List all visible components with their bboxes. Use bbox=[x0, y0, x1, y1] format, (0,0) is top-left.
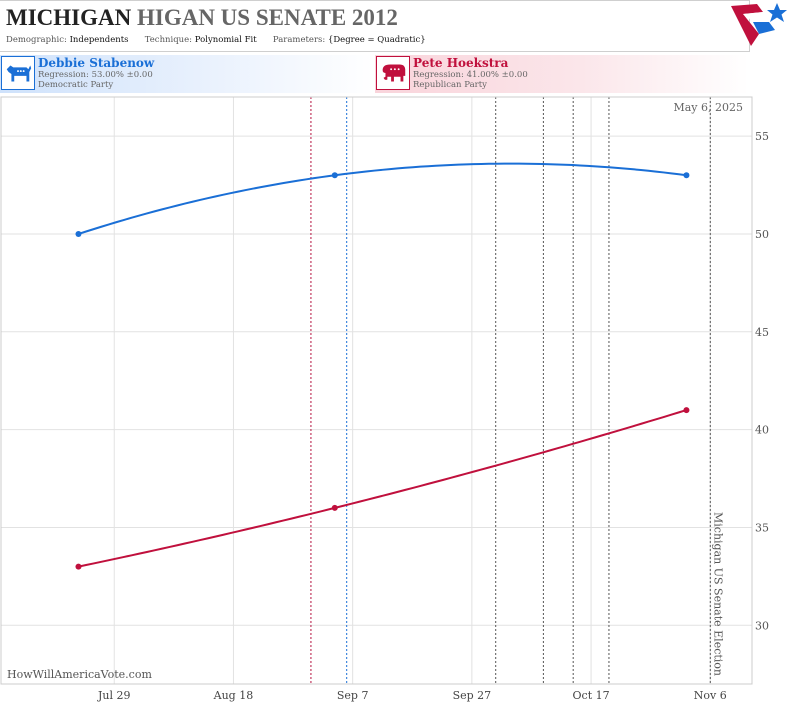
site-credit: HowWillAmericaVote.com bbox=[7, 668, 152, 681]
regression-rep: Regression: 41.00% ±0.00 bbox=[413, 70, 528, 80]
candidate-name-dem: Debbie Stabenow bbox=[38, 56, 155, 70]
data-point bbox=[331, 172, 338, 179]
site-logo-icon bbox=[731, 3, 787, 46]
x-tick-label: Aug 18 bbox=[213, 689, 254, 702]
candidate-card-republican: Pete Hoekstra Regression: 41.00% ±0.00 R… bbox=[375, 55, 749, 93]
parameters-line: Demographic: Independents Technique: Pol… bbox=[6, 35, 426, 45]
technique-value: Polynomial Fit bbox=[194, 35, 257, 45]
data-point bbox=[75, 563, 82, 570]
y-tick-label: 45 bbox=[755, 326, 769, 339]
election-label: Michigan US Senate Election bbox=[711, 512, 724, 676]
parameters-label: Parameters: bbox=[272, 35, 326, 45]
party-dem: Democratic Party bbox=[38, 80, 114, 90]
x-tick-label: Oct 17 bbox=[573, 689, 610, 702]
demographic-value: Independents bbox=[69, 35, 129, 45]
technique-label: Technique: bbox=[144, 35, 193, 45]
elephant-icon bbox=[376, 56, 410, 90]
series-line-stabenow bbox=[78, 162, 687, 235]
y-tick-label: 55 bbox=[755, 130, 769, 143]
data-point bbox=[331, 504, 338, 511]
candidate-name-rep: Pete Hoekstra bbox=[413, 56, 509, 70]
series-line-hoekstra bbox=[78, 409, 687, 568]
data-point bbox=[683, 407, 690, 414]
x-tick-label: Jul 29 bbox=[97, 689, 131, 702]
party-rep: Republican Party bbox=[413, 80, 487, 90]
y-tick-label: 30 bbox=[755, 619, 769, 632]
x-tick-label: Nov 6 bbox=[694, 689, 727, 702]
y-tick-label: 40 bbox=[755, 424, 769, 437]
parameters-value: {Degree = Quadratic} bbox=[327, 35, 426, 45]
data-point bbox=[75, 230, 82, 237]
regression-dem: Regression: 53.00% ±0.00 bbox=[38, 70, 153, 80]
x-tick-label: Sep 7 bbox=[337, 689, 369, 702]
title-state: MICHIGAN bbox=[6, 5, 132, 30]
title-race: HIGAN US SENATE 2012 bbox=[136, 5, 398, 30]
y-tick-label: 35 bbox=[755, 521, 769, 534]
plot-frame bbox=[0, 96, 753, 685]
x-tick-label: Sep 27 bbox=[453, 689, 492, 702]
demographic-label: Demographic: bbox=[6, 35, 67, 45]
candidate-card-democrat: Debbie Stabenow Regression: 53.00% ±0.00… bbox=[0, 55, 375, 93]
header: MICHIGAN HIGAN US SENATE 2012 Demographi… bbox=[0, 0, 750, 52]
donkey-icon bbox=[1, 56, 35, 90]
date-stamp: May 6, 2025 bbox=[673, 101, 743, 114]
y-tick-label: 50 bbox=[755, 228, 769, 241]
page-title: MICHIGAN HIGAN US SENATE 2012 bbox=[6, 5, 398, 31]
data-point bbox=[683, 172, 690, 179]
